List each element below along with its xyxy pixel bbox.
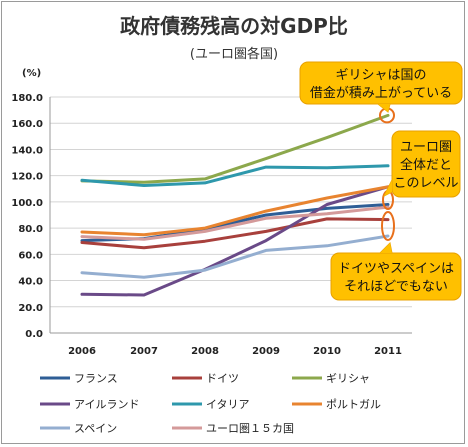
y-axis-unit: (%) <box>22 68 41 79</box>
legend-item: ドイツ <box>172 372 239 385</box>
y-axis: 0.0 20.0 40.0 60.0 80.0 100.0 120.0 140.0 160.0 1… <box>11 93 43 340</box>
series-lines <box>80 113 390 297</box>
y-tick-label: 160.0 <box>11 119 43 130</box>
callout-pointer-fill <box>378 104 390 112</box>
callout-text-line: ユーロ圏 <box>400 140 452 155</box>
callout-text-line: このレベル <box>393 176 458 191</box>
x-tick-label: 2009 <box>252 346 280 357</box>
callout-text-line: ギリシャは国の <box>335 68 426 83</box>
y-tick-label: 40.0 <box>18 277 43 288</box>
x-axis: 2006 2007 2008 2009 2010 2011 <box>68 346 402 357</box>
legend-label: スペイン <box>74 422 117 435</box>
legend-label: ポルトガル <box>326 398 381 411</box>
y-tick-label: 80.0 <box>18 224 43 235</box>
y-tick-label: 20.0 <box>18 303 43 314</box>
chart-subtitle: (ユーロ圏各国) <box>190 46 278 62</box>
grid <box>49 96 412 334</box>
legend-label: アイルランド <box>74 398 139 411</box>
callout-text-line: 全体だと <box>400 157 452 173</box>
series-line <box>80 185 390 297</box>
legend-label: ドイツ <box>206 372 239 385</box>
germany-spain-highlight-ring <box>381 211 395 241</box>
callout-text-line: 借金が積み上がっている <box>310 85 452 101</box>
callout-pointer-fill <box>384 180 392 196</box>
legend-item: イタリア <box>172 398 250 411</box>
callout-box <box>330 252 462 301</box>
callout-text-line: それほどでもない <box>344 280 448 295</box>
series-line <box>80 205 390 241</box>
callout-pointer-fill <box>380 243 392 253</box>
legend-label: ユーロ圏１５カ国 <box>206 422 294 435</box>
legend-label: イタリア <box>206 398 250 411</box>
x-tick-label: 2007 <box>130 346 158 357</box>
series-line <box>80 113 390 184</box>
callouts: ギリシャは国の借金が積み上がっているユーロ圏全体だとこのレベルドイツやスペインは… <box>299 61 463 301</box>
series-line <box>80 234 390 279</box>
callout-box <box>391 130 461 198</box>
x-tick-label: 2010 <box>313 346 341 357</box>
series-line <box>80 185 390 237</box>
y-tick-label: 0.0 <box>25 329 43 340</box>
legend-item: フランス <box>40 372 118 385</box>
legend-label: フランス <box>74 372 118 385</box>
series-line <box>80 217 390 250</box>
legend-item: ユーロ圏１５カ国 <box>172 422 294 435</box>
legend-item: ポルトガル <box>292 398 381 411</box>
x-tick-label: 2008 <box>191 346 219 357</box>
legend-item: スペイン <box>40 422 117 435</box>
chart-title: 政府債務残高の対GDP比 <box>120 14 348 38</box>
y-tick-label: 120.0 <box>11 172 43 183</box>
y-tick-label: 100.0 <box>11 198 43 209</box>
series-line <box>80 164 390 187</box>
y-tick-label: 60.0 <box>18 250 43 261</box>
x-tick-label: 2011 <box>374 346 402 357</box>
y-tick-label: 140.0 <box>11 145 43 156</box>
legend-label: ギリシャ <box>326 372 370 385</box>
legend-item: アイルランド <box>40 398 139 411</box>
y-tick-label: 180.0 <box>11 93 43 104</box>
x-tick-label: 2006 <box>68 346 96 357</box>
legend-item: ギリシャ <box>292 372 370 385</box>
callout-text-line: ドイツやスペインは <box>338 262 454 277</box>
